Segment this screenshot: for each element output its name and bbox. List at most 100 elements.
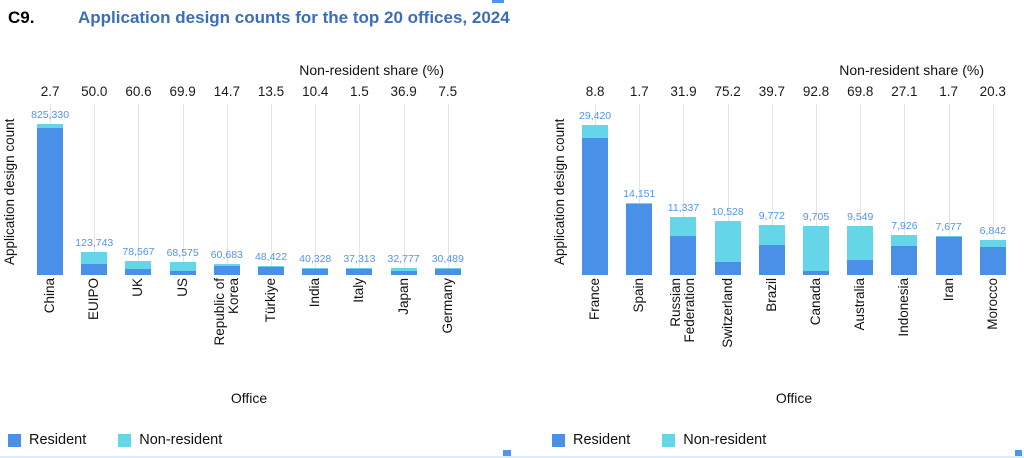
chart-column: 20.3 6,842 Morocco	[971, 84, 1015, 376]
bar-segment-resident	[714, 262, 741, 275]
category-label: Japan	[395, 278, 411, 315]
category-label: China	[42, 278, 58, 314]
bar-segment-non-resident	[213, 264, 240, 266]
bar-segment-resident	[346, 269, 373, 275]
top-axis-label: Non-resident share (%)	[839, 62, 984, 78]
bar-value-label: 11,337	[667, 202, 700, 214]
legend: Resident Non-resident	[552, 432, 1024, 448]
bar-segment-resident	[626, 204, 653, 275]
category-label-area: Türkiye	[249, 278, 293, 376]
category-label-area: Japan	[382, 278, 426, 376]
bar-segment-resident	[935, 237, 962, 275]
stacked-bar	[891, 235, 918, 275]
chart-column: 36.9 32,777 Japan	[382, 84, 426, 376]
category-label-area: Indonesia	[882, 278, 926, 376]
gridline	[403, 104, 405, 275]
bar-segment-non-resident	[81, 252, 108, 264]
column-plot: 7,926	[882, 104, 926, 275]
stacked-bar	[803, 226, 830, 275]
bar-value-label: 30,489	[431, 253, 464, 265]
bar-segment-non-resident	[935, 236, 962, 237]
category-label: Italy	[351, 278, 367, 303]
bar-segment-resident	[979, 247, 1006, 275]
bar-value-label: 29,420	[579, 110, 612, 122]
column-plot: 11,337	[661, 104, 705, 275]
category-label-area: Iran	[927, 278, 971, 376]
category-label-area: France	[573, 278, 617, 376]
category-label: Spain	[631, 278, 647, 313]
category-label: Australia	[852, 278, 868, 331]
bar-segment-resident	[81, 264, 108, 275]
category-label: Republic of Korea	[211, 278, 241, 346]
category-label: EUIPO	[86, 278, 102, 321]
stacked-bar	[670, 217, 697, 275]
stacked-bar	[935, 236, 962, 275]
gridline	[182, 104, 184, 275]
non-resident-share-value: 36.9	[390, 84, 417, 99]
column-plot: 37,313	[337, 104, 381, 275]
gridline	[771, 104, 773, 275]
bar-value-label: 78,567	[122, 246, 155, 258]
bar-segment-resident	[37, 128, 64, 275]
stacked-bar	[434, 268, 461, 275]
legend-item-non-resident: Non-resident	[118, 432, 222, 448]
column-plot: 9,705	[794, 104, 838, 275]
category-label: US	[174, 278, 190, 297]
stacked-bar	[213, 264, 240, 275]
non-resident-share-value: 7.5	[438, 84, 458, 99]
column-plot: 68,575	[161, 104, 205, 275]
column-plot: 29,420	[573, 104, 617, 275]
bar-segment-resident	[670, 236, 697, 275]
non-resident-share-value: 60.6	[125, 84, 152, 99]
stacked-bar	[979, 240, 1006, 275]
column-plot: 825,330	[28, 104, 72, 275]
bar-value-label: 32,777	[387, 253, 420, 265]
chart-column: 10.4 40,328 India	[293, 84, 337, 376]
bar-value-label: 37,313	[343, 253, 376, 265]
category-label-area: Germany	[426, 278, 470, 376]
chart-column: 75.2 10,528 Switzerland	[706, 84, 750, 376]
category-label-area: EUIPO	[72, 278, 116, 376]
column-plot: 48,422	[249, 104, 293, 275]
bar-value-label: 14,151	[623, 188, 656, 200]
bar-segment-non-resident	[758, 225, 785, 245]
column-plot: 10,528	[706, 104, 750, 275]
column-plot: 9,772	[750, 104, 794, 275]
legend-label-resident: Resident	[573, 432, 631, 448]
stacked-bar	[169, 262, 196, 275]
chart-column: 69.9 68,575 US	[161, 84, 205, 376]
legend-label-non-resident: Non-resident	[139, 432, 223, 448]
bar-segment-non-resident	[582, 125, 609, 138]
plot-area: 2.7 825,330 China 50.0 123,743 EUIPO 60.6 78,56…	[28, 84, 500, 376]
chart-column: 8.8 29,420 France	[573, 84, 617, 376]
gridline	[904, 104, 906, 275]
bar-segment-non-resident	[714, 221, 741, 262]
bar-segment-resident	[434, 269, 461, 275]
legend-item-resident: Resident	[8, 432, 86, 448]
non-resident-swatch-icon	[118, 433, 132, 447]
bar-value-label: 48,422	[254, 251, 288, 263]
bar-segment-non-resident	[979, 240, 1006, 247]
bar-segment-non-resident	[847, 226, 874, 260]
category-label-area: US	[161, 278, 205, 376]
bar-segment-non-resident	[390, 268, 417, 271]
category-label-area: Russian Federation	[661, 278, 705, 376]
chart-column: 14.7 60,683 Republic of Korea	[205, 84, 249, 376]
bar-value-label: 7,677	[935, 221, 962, 233]
bar-value-label: 40,328	[299, 253, 332, 265]
non-resident-share-value: 1.5	[350, 84, 369, 99]
column-plot: 123,743	[72, 104, 116, 275]
category-label: Iran	[940, 278, 956, 302]
bar-segment-non-resident	[258, 266, 285, 267]
category-label: Russian Federation	[668, 278, 698, 343]
non-resident-share-value: 2.7	[40, 84, 60, 99]
category-label-area: Brazil	[750, 278, 794, 376]
non-resident-share-value: 69.8	[847, 84, 874, 99]
column-plot: 7,677	[927, 104, 971, 275]
non-resident-share-value: 92.8	[802, 84, 830, 99]
stacked-bar	[847, 226, 874, 275]
plot-area: 8.8 29,420 France 1.7 14,151 Spain 31.9 11,337 R…	[573, 84, 1024, 376]
gridline	[138, 104, 140, 275]
bar-segment-resident	[803, 271, 830, 275]
category-label-area: Canada	[794, 278, 838, 376]
